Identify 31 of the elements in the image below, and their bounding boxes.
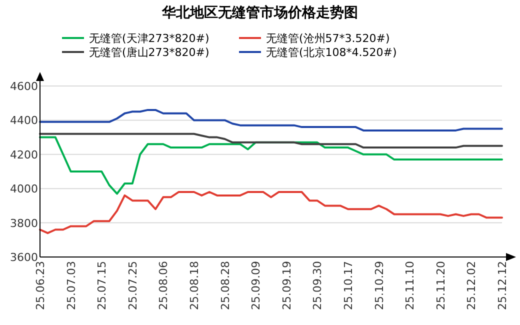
x-tick-label: 25.08.28 <box>218 261 232 310</box>
legend-label: 无缝管(天津273*820#) <box>89 32 210 45</box>
x-tick-label: 25.12.02 <box>465 261 478 310</box>
x-tick-label: 25.09.30 <box>311 261 324 310</box>
line-series <box>39 132 503 149</box>
x-tick-label: 25.08.06 <box>157 261 170 310</box>
y-tick-label: 3800 <box>10 216 38 230</box>
x-tick-label: 25.12.12 <box>496 261 509 310</box>
y-tick-label: 4400 <box>10 114 38 128</box>
x-tick-label: 25.08.18 <box>188 261 201 310</box>
chart-title: 华北地区无缝管市场价格走势图 <box>161 4 358 21</box>
line-series <box>39 136 503 195</box>
legend-label: 无缝管(北京108*4.520#) <box>266 46 397 59</box>
x-tick-label: 25.06.23 <box>34 261 47 310</box>
x-tick-label: 25.09.09 <box>250 261 263 310</box>
y-tick-label: 4000 <box>10 182 38 196</box>
line-series <box>39 191 503 234</box>
x-tick-label: 25.10.29 <box>372 261 386 310</box>
x-tick-label: 25.11.20 <box>434 261 448 310</box>
line-series <box>39 108 503 132</box>
x-tick-label: 25.10.17 <box>342 261 355 310</box>
x-tick-label: 25.07.15 <box>96 261 109 310</box>
x-tick-label: 25.11.10 <box>404 261 417 310</box>
x-tick-label: 25.07.25 <box>126 261 140 310</box>
x-tick-label: 25.09.19 <box>280 261 294 310</box>
y-tick-label: 4200 <box>10 148 38 162</box>
y-tick-label: 4600 <box>10 80 38 93</box>
legend-label: 无缝管(沧州57*3.520#) <box>266 32 390 45</box>
y-tick-label: 3600 <box>10 251 38 264</box>
legend-label: 无缝管(唐山273*820#) <box>89 46 210 59</box>
x-tick-label: 25.07.03 <box>64 261 78 310</box>
